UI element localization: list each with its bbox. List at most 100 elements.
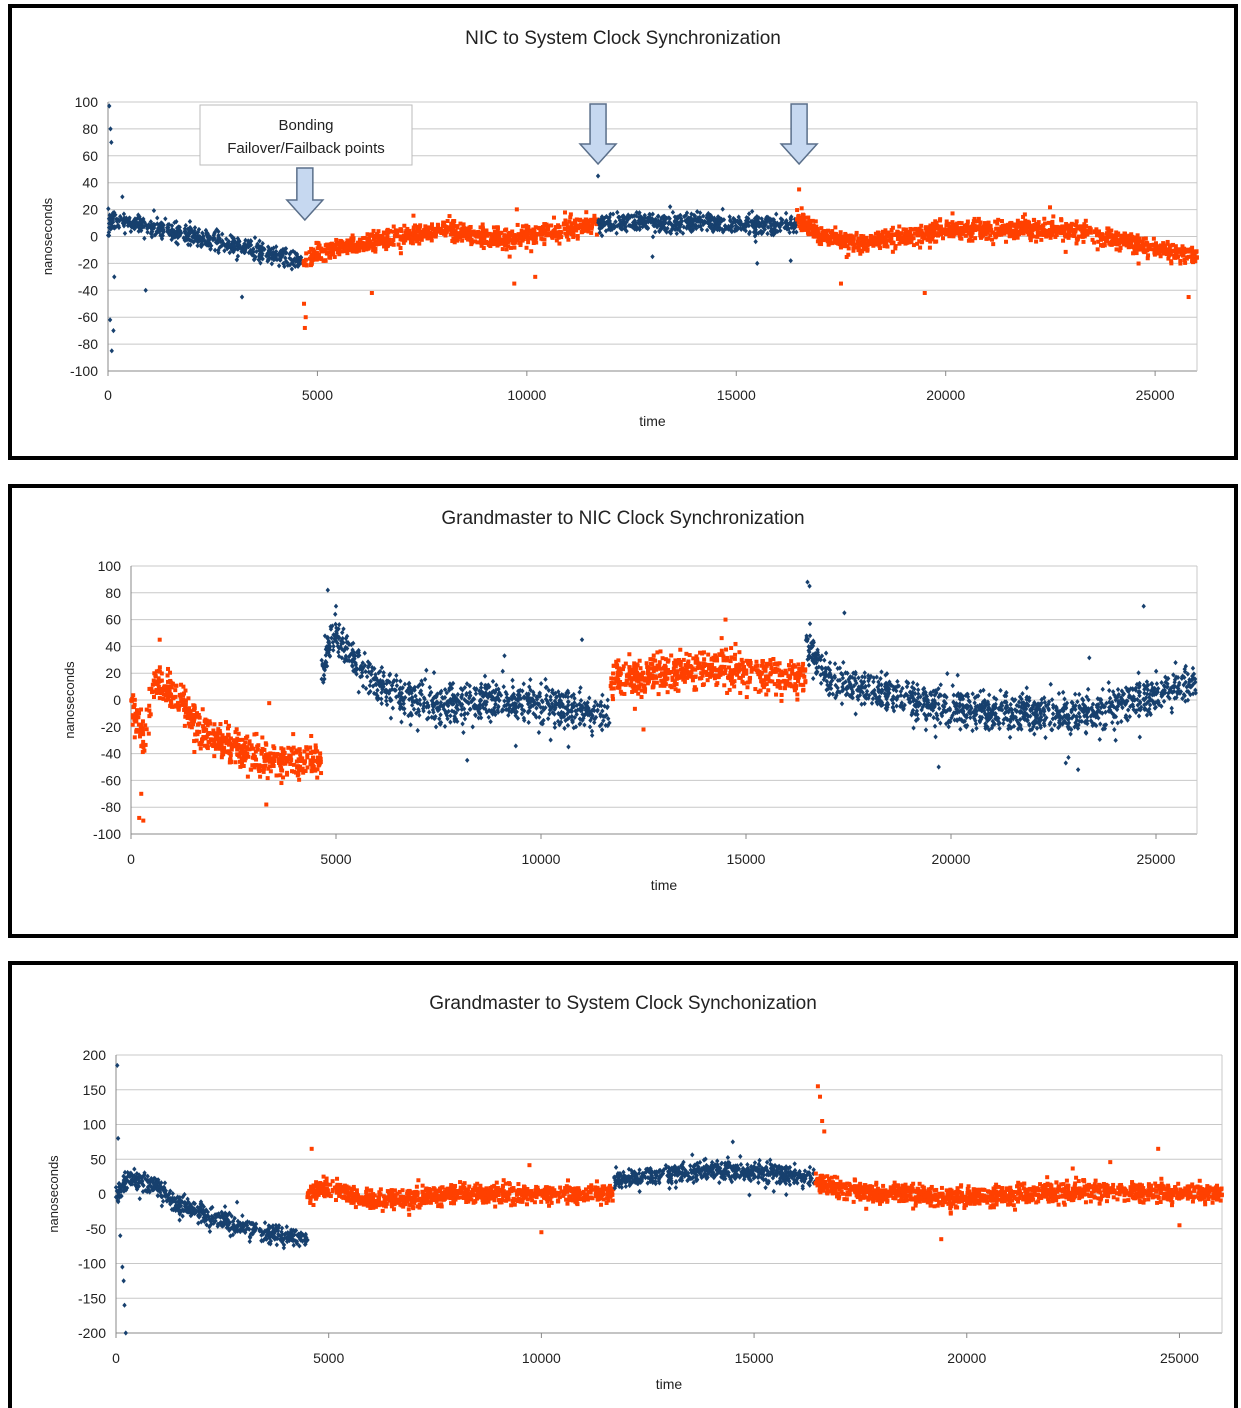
- data-point: [339, 655, 345, 661]
- data-point: [157, 665, 162, 670]
- data-point: [238, 244, 243, 250]
- data-point: [265, 757, 270, 762]
- data-point: [848, 233, 853, 238]
- data-point: [1115, 242, 1120, 247]
- data-point: [927, 245, 932, 250]
- x-tick-label: 0: [127, 851, 135, 867]
- data-point: [231, 237, 237, 243]
- data-point: [562, 725, 567, 731]
- data-point: [285, 770, 290, 775]
- data-point: [229, 760, 234, 765]
- data-point: [565, 694, 571, 700]
- data-point: [897, 241, 902, 246]
- data-point: [650, 234, 656, 240]
- data-point: [1118, 245, 1123, 250]
- data-point: [851, 246, 856, 251]
- data-point: [606, 223, 612, 229]
- data-point: [858, 248, 863, 253]
- data-point: [1080, 233, 1085, 238]
- data-point: [769, 217, 775, 223]
- data-point: [530, 233, 535, 238]
- data-point-outlier: [650, 254, 655, 260]
- data-point: [995, 221, 1000, 226]
- data-point: [211, 737, 216, 742]
- data-point: [508, 245, 513, 250]
- data-point: [525, 231, 530, 236]
- data-point: [1098, 237, 1103, 242]
- data-point: [477, 234, 482, 239]
- data-point: [460, 238, 465, 243]
- data-point: [354, 245, 359, 250]
- data-point: [207, 719, 212, 724]
- data-point: [123, 218, 129, 224]
- data-point: [253, 254, 258, 260]
- data-point: [642, 689, 647, 694]
- data-point: [978, 233, 983, 238]
- data-point: [478, 685, 484, 691]
- data-point: [464, 698, 469, 705]
- data-point: [278, 773, 283, 778]
- data-point: [815, 230, 820, 235]
- data-point: [921, 235, 926, 240]
- data-point: [1173, 255, 1178, 260]
- data-point: [786, 674, 791, 679]
- data-point: [961, 231, 966, 236]
- data-point: [985, 230, 990, 235]
- data-point: [313, 768, 318, 773]
- data-point: [828, 237, 833, 242]
- data-point: [661, 221, 666, 227]
- data-point: [176, 227, 182, 233]
- data-point: [549, 223, 554, 228]
- data-point: [303, 262, 308, 267]
- data-point: [841, 244, 846, 249]
- data-point: [537, 693, 543, 699]
- data-point: [209, 731, 214, 736]
- data-point: [708, 216, 714, 222]
- data-point: [919, 223, 924, 228]
- data-point: [1173, 247, 1178, 252]
- data-point: [458, 235, 463, 240]
- data-point: [247, 747, 252, 752]
- data-point: [148, 219, 154, 225]
- data-point: [259, 751, 264, 756]
- data-point: [1062, 226, 1067, 231]
- data-point: [925, 237, 930, 242]
- x-tick-label: 5000: [320, 851, 351, 867]
- data-point: [310, 253, 315, 258]
- data-point: [171, 696, 176, 701]
- data-point: [271, 763, 276, 768]
- data-point: [735, 218, 740, 224]
- data-point: [311, 247, 316, 252]
- data-point: [442, 220, 447, 225]
- data-point: [562, 226, 567, 231]
- data-point: [395, 234, 400, 239]
- data-point: [589, 217, 594, 222]
- data-point: [439, 230, 444, 235]
- data-point: [235, 736, 240, 741]
- data-point: [158, 687, 163, 692]
- data-point: [741, 226, 747, 232]
- data-point: [131, 693, 136, 698]
- data-point: [1127, 237, 1132, 242]
- data-point: [192, 704, 197, 709]
- data-point: [329, 248, 334, 253]
- data-point: [496, 703, 501, 709]
- y-tick-label: 60: [82, 148, 98, 164]
- data-point: [838, 234, 843, 239]
- data-point: [808, 219, 813, 224]
- data-point: [176, 224, 181, 230]
- data-point: [540, 721, 545, 727]
- data-point: [233, 730, 238, 735]
- data-point: [358, 237, 363, 242]
- data-point: [801, 213, 806, 218]
- data-point: [587, 695, 592, 701]
- data-point: [377, 233, 382, 238]
- data-point: [150, 229, 155, 235]
- data-point: [932, 232, 937, 237]
- data-point: [263, 741, 268, 746]
- data-point: [231, 242, 236, 248]
- data-point: [700, 673, 705, 678]
- data-point: [930, 236, 935, 241]
- data-point: [384, 247, 389, 252]
